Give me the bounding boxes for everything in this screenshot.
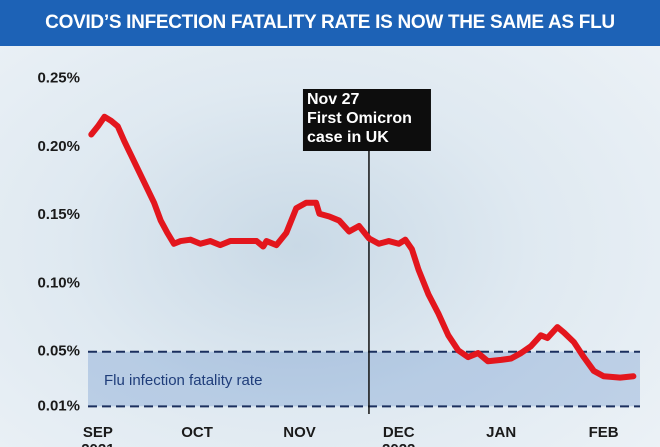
y-tick-label: 0.01% [37,397,80,414]
y-tick-label: 0.05% [37,343,80,360]
annotation-text: case in UK [307,129,389,146]
x-tick-label: OCT [181,424,213,441]
flu-band [88,351,640,407]
y-tick-label: 0.10% [37,274,80,291]
chart-title: COVID’S INFECTION FATALITY RATE IS NOW T… [0,0,660,46]
x-tick-label: SEP 2021 [81,424,114,447]
annotation-text: Nov 27 [307,91,360,108]
annotation-box [302,89,431,151]
x-tick-label: FEB [588,424,619,441]
y-tick-label: 0.25% [37,69,80,86]
x-tick-label: DEC 2022 [382,424,415,447]
y-tick-label: 0.20% [37,138,80,155]
annotation-text: First Omicron [307,110,412,127]
band-label: Flu infection fatality rate [104,372,262,389]
y-tick-label: 0.15% [37,206,80,223]
x-tick-label: NOV [283,424,316,441]
data-line [88,113,637,381]
x-tick-label: JAN [486,424,517,441]
